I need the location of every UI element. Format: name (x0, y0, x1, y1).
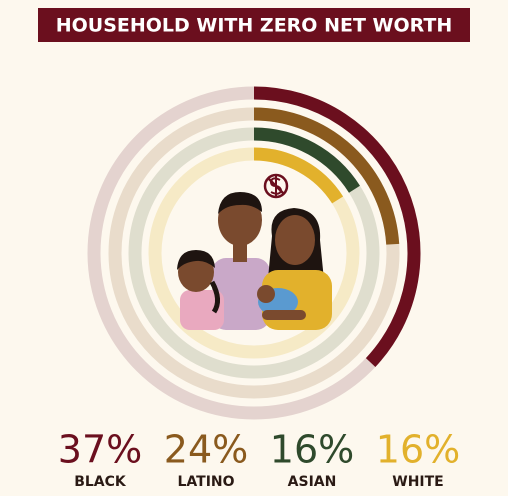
strike (267, 177, 285, 195)
category-label: WHITE (392, 474, 443, 490)
baby-head (257, 285, 275, 303)
value-label: 37% (58, 428, 142, 472)
mother-head (275, 215, 315, 265)
child-braid (209, 280, 220, 314)
child-hair (177, 250, 215, 270)
category-label: BLACK (74, 474, 127, 490)
value-label: 24% (164, 428, 248, 472)
value-label: 16% (270, 428, 354, 472)
father-hair (218, 192, 262, 214)
title-bar (38, 8, 470, 42)
father-head (218, 194, 262, 246)
ring-bar (253, 147, 344, 204)
mother-arm (262, 310, 306, 320)
rings (87, 86, 421, 420)
category-label: LATINO (177, 474, 234, 490)
chart-title: HOUSEHOLD WITH ZERO NET WORTH (56, 15, 453, 37)
value-label: 16% (376, 428, 460, 472)
father-body (212, 258, 270, 330)
family-illustration (174, 172, 334, 332)
category-label: ASIAN (288, 474, 337, 490)
child-body (180, 290, 224, 330)
ring-bar (253, 107, 400, 245)
ring-bar (253, 127, 360, 193)
ring-bar (253, 86, 421, 367)
